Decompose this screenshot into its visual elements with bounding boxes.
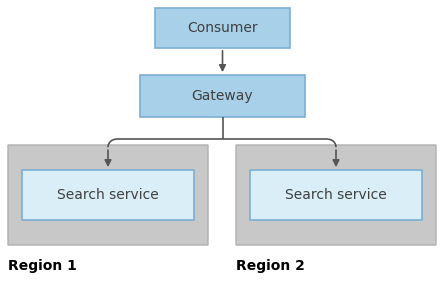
Text: Region 2: Region 2: [236, 259, 305, 273]
Text: Search service: Search service: [285, 188, 387, 202]
FancyBboxPatch shape: [22, 170, 194, 220]
FancyBboxPatch shape: [155, 8, 290, 48]
Text: Gateway: Gateway: [192, 89, 254, 103]
FancyBboxPatch shape: [8, 145, 208, 245]
Text: Consumer: Consumer: [187, 21, 258, 35]
Text: Region 1: Region 1: [8, 259, 77, 273]
Text: Search service: Search service: [57, 188, 159, 202]
FancyBboxPatch shape: [140, 75, 305, 117]
FancyBboxPatch shape: [236, 145, 436, 245]
FancyBboxPatch shape: [250, 170, 422, 220]
